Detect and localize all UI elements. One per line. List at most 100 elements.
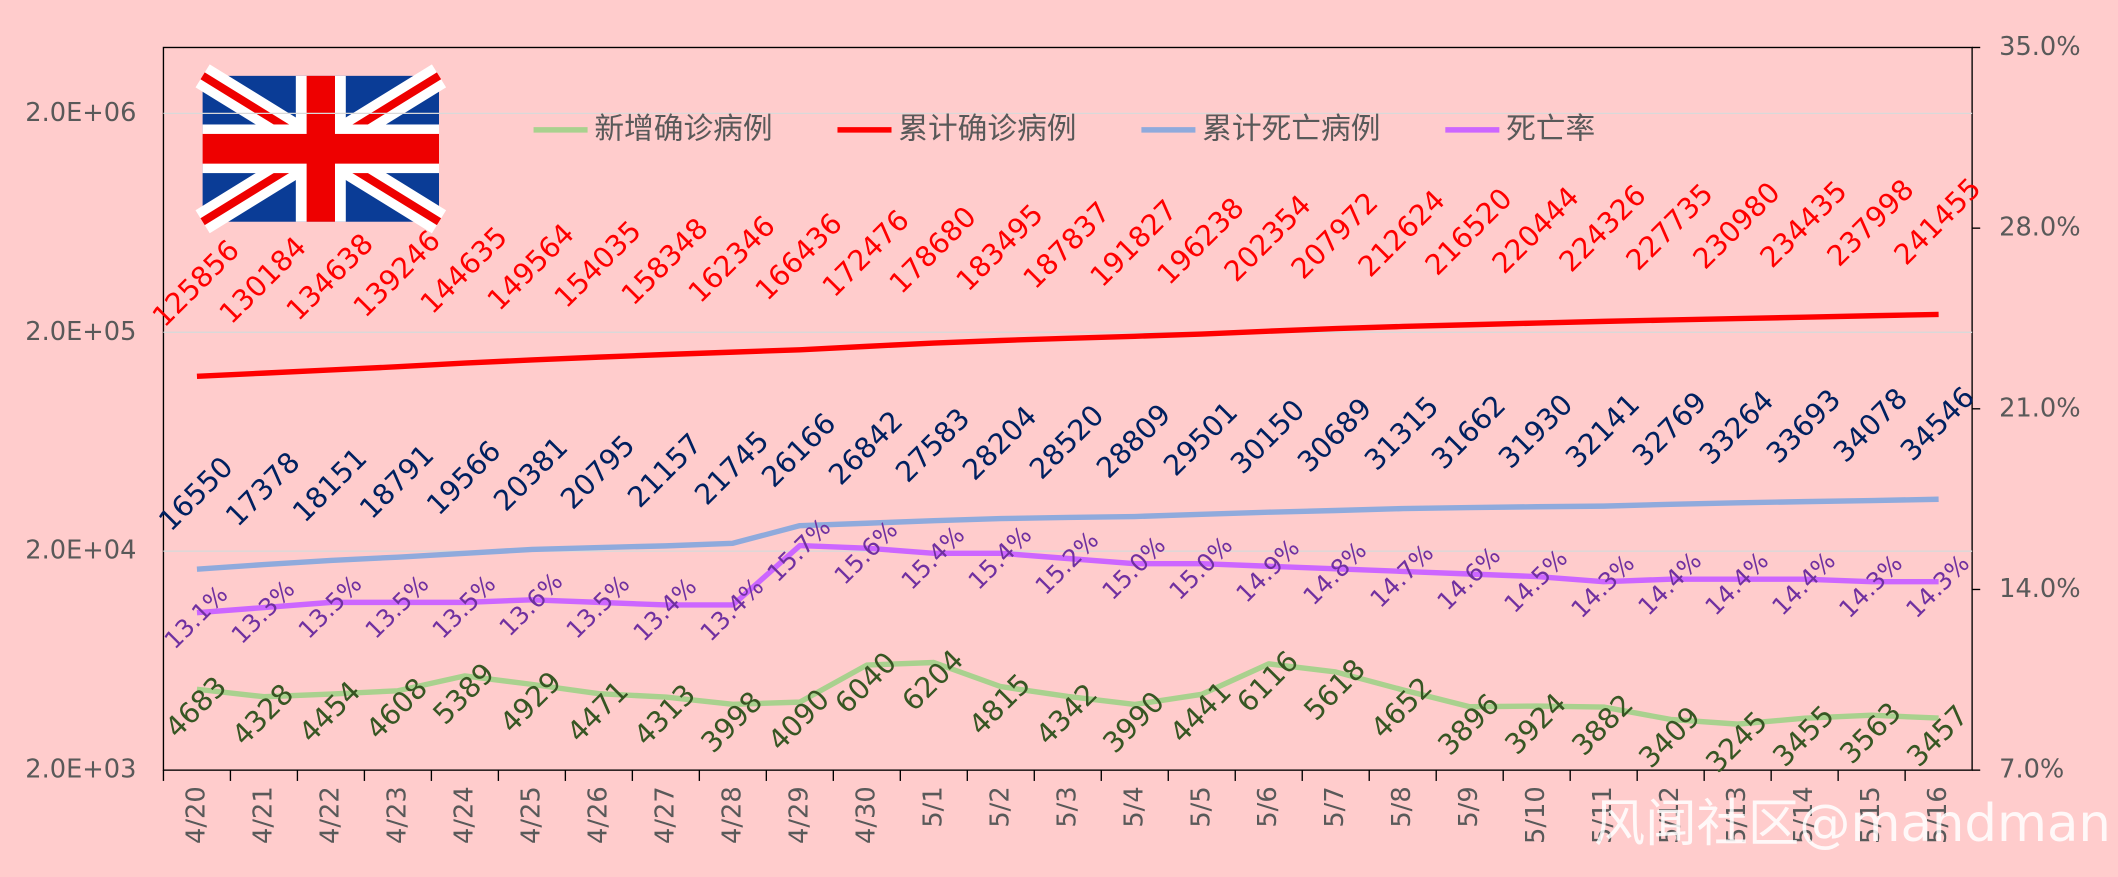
legend-label: 新增确诊病例 <box>594 111 772 146</box>
x-tick-label: 5/4 <box>1119 786 1149 827</box>
x-tick-label: 5/9 <box>1454 786 1484 827</box>
data-label: 17378 <box>219 446 306 533</box>
data-label: 4090 <box>762 683 836 757</box>
data-label: 13.5% <box>426 569 501 644</box>
data-label: 13.4% <box>694 572 769 647</box>
data-label: 13.1% <box>158 580 233 655</box>
data-label: 30150 <box>1224 393 1311 480</box>
series-line <box>196 496 1939 572</box>
data-label: 30689 <box>1291 392 1378 479</box>
x-tick-label: 5/12 <box>1655 786 1685 844</box>
data-label: 19566 <box>420 434 507 521</box>
data-label: 14.3% <box>1833 549 1908 624</box>
x-tick-label: 4/29 <box>784 786 814 844</box>
data-label: 32769 <box>1626 385 1713 472</box>
x-tick-label: 5/15 <box>1856 786 1886 844</box>
legend-label: 累计死亡病例 <box>1202 111 1380 146</box>
data-label: 14.3% <box>1565 549 1640 624</box>
data-label: 4313 <box>628 678 702 752</box>
y2-tick-label: 14.0% <box>1999 574 2081 604</box>
data-label: 14.7% <box>1364 538 1439 613</box>
data-label: 14.3% <box>1900 549 1975 624</box>
data-label: 3563 <box>1833 696 1907 770</box>
y-tick-label: 2.0E+05 <box>25 317 136 347</box>
data-label: 14.9% <box>1230 533 1305 608</box>
x-tick-label: 5/6 <box>1253 786 1283 827</box>
data-label: 4441 <box>1164 675 1238 749</box>
data-label: 14.4% <box>1699 546 1774 621</box>
x-tick-label: 5/2 <box>985 786 1015 827</box>
data-label: 14.4% <box>1632 546 1707 621</box>
x-tick-label: 4/22 <box>315 786 345 844</box>
data-label: 13.5% <box>359 569 434 644</box>
x-tick-label: 4/26 <box>583 786 613 844</box>
y2-tick-label: 35.0% <box>1999 32 2081 62</box>
data-label: 14.6% <box>1431 541 1506 616</box>
data-label: 13.5% <box>560 569 635 644</box>
x-tick-label: 5/16 <box>1923 786 1953 844</box>
y-tick-label: 2.0E+03 <box>25 755 136 785</box>
y-tick-label: 2.0E+04 <box>25 536 136 566</box>
series-line <box>196 659 1939 727</box>
data-label: 5389 <box>427 657 501 731</box>
data-label: 4454 <box>293 675 367 749</box>
data-label: 4342 <box>1030 677 1104 751</box>
x-tick-label: 4/28 <box>717 786 747 844</box>
data-label: 3457 <box>1900 699 1974 773</box>
data-label: 29501 <box>1157 395 1244 482</box>
data-label: 6116 <box>1230 645 1304 719</box>
data-label: 20795 <box>554 429 641 516</box>
series-line <box>196 311 1939 380</box>
x-tick-label: 4/21 <box>248 786 278 844</box>
x-tick-label: 5/11 <box>1588 786 1618 844</box>
watermark: 风闻社区@mandman <box>1594 794 2111 854</box>
data-label: 4929 <box>494 665 568 739</box>
data-label: 20381 <box>487 431 574 518</box>
data-label: 34546 <box>1894 380 1981 467</box>
data-label: 14.8% <box>1297 536 1372 611</box>
y2-tick-label: 21.0% <box>1999 393 2081 423</box>
data-label: 4471 <box>561 674 635 748</box>
data-label: 4683 <box>159 670 233 744</box>
data-label: 3455 <box>1766 699 1840 773</box>
data-label: 33264 <box>1693 384 1780 471</box>
data-label: 15.0% <box>1163 530 1238 605</box>
x-tick-label: 4/27 <box>650 786 680 844</box>
flag <box>195 64 447 234</box>
data-label: 16550 <box>152 450 239 537</box>
x-tick-label: 5/1 <box>918 786 948 827</box>
data-label: 4328 <box>226 677 300 751</box>
data-label: 28204 <box>956 400 1043 487</box>
y-tick-label: 2.0E+06 <box>25 98 136 128</box>
x-tick-label: 5/7 <box>1320 786 1350 827</box>
data-label: 3924 <box>1498 687 1572 761</box>
data-label: 31662 <box>1425 389 1512 476</box>
data-label: 13.4% <box>627 572 702 647</box>
y2-tick-label: 7.0% <box>1999 755 2064 785</box>
data-label: 14.4% <box>1766 546 1841 621</box>
x-tick-label: 5/14 <box>1789 786 1819 844</box>
x-tick-label: 5/8 <box>1387 786 1417 827</box>
x-tick-label: 4/24 <box>449 786 479 844</box>
x-tick-label: 4/23 <box>382 786 412 844</box>
data-label: 3882 <box>1565 688 1639 762</box>
x-tick-label: 5/13 <box>1722 786 1752 844</box>
data-label: 18151 <box>286 442 373 529</box>
data-label: 21157 <box>621 427 708 514</box>
legend-label: 死亡率 <box>1506 111 1595 146</box>
x-tick-label: 5/3 <box>1052 786 1082 827</box>
data-label: 18791 <box>353 438 440 525</box>
series-line <box>196 542 1939 616</box>
data-label: 3245 <box>1699 705 1773 779</box>
data-label: 15.0% <box>1096 530 1171 605</box>
x-tick-label: 5/5 <box>1186 786 1216 827</box>
data-label: 28809 <box>1090 398 1177 485</box>
data-label: 6204 <box>896 643 970 717</box>
legend-label: 累计确诊病例 <box>898 111 1076 146</box>
data-label: 34078 <box>1827 382 1914 469</box>
x-tick-label: 4/25 <box>516 786 546 844</box>
data-label: 5618 <box>1297 653 1371 727</box>
data-label: 27583 <box>889 402 976 489</box>
x-tick-label: 5/10 <box>1521 786 1551 844</box>
